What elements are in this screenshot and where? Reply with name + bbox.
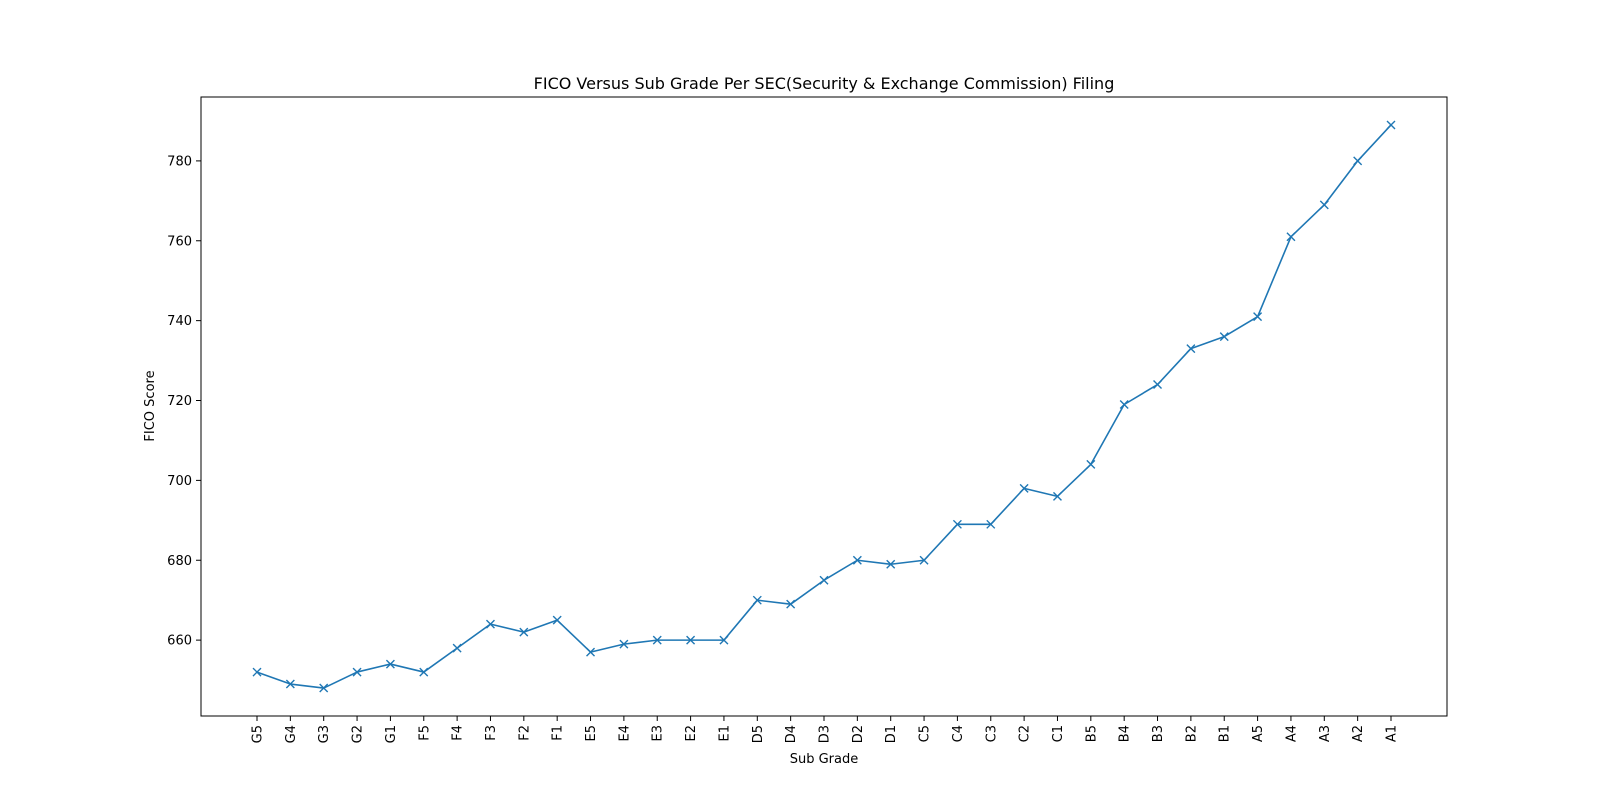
chart-title: FICO Versus Sub Grade Per SEC(Security &…: [534, 74, 1115, 93]
data-point-marker: [252, 667, 262, 677]
x-tick-label: F2: [517, 725, 532, 741]
x-tick-label: F1: [551, 725, 566, 741]
x-tick-label: B2: [1184, 725, 1199, 742]
x-tick-label: E2: [684, 725, 699, 742]
data-point-marker: [919, 555, 929, 565]
data-point-marker: [786, 599, 796, 609]
x-tick-label: B3: [1151, 725, 1166, 742]
x-tick-label: A1: [1385, 725, 1400, 742]
data-point-marker: [452, 643, 462, 653]
data-point-marker: [1186, 344, 1196, 354]
y-tick-label: 680: [167, 554, 192, 569]
x-axis: G5 G4 G3 G2 G1 F5 F4 F3 F2 F1 E5 E4 E3 E2 E1 D5 D4 D3 D2 D1…: [251, 716, 1400, 743]
x-tick-label: G2: [351, 725, 366, 743]
data-point-marker: [1286, 232, 1296, 242]
y-tick-label: 660: [167, 634, 192, 649]
data-point-marker: [752, 595, 762, 605]
x-tick-label: A5: [1251, 725, 1266, 742]
x-tick-label: D3: [818, 725, 833, 743]
data-point-marker: [719, 635, 729, 645]
data-point-marker: [419, 667, 429, 677]
x-tick-label: F4: [451, 725, 466, 741]
y-axis-label: FICO Score: [143, 370, 158, 441]
y-tick-label: 780: [167, 154, 192, 169]
y-tick-label: 720: [167, 394, 192, 409]
y-tick-label: 700: [167, 474, 192, 489]
data-point-marker: [385, 659, 395, 669]
data-point-marker: [1119, 400, 1129, 409]
x-tick-label: D2: [851, 725, 866, 743]
x-tick-label: C4: [951, 725, 966, 742]
data-point-marker: [285, 679, 295, 689]
data-point-marker: [852, 555, 862, 565]
x-tick-label: C2: [1018, 725, 1033, 742]
x-tick-label: C3: [984, 725, 999, 742]
x-tick-label: D4: [784, 725, 799, 743]
y-axis: 660 680 700 720 740 760 780: [167, 154, 201, 649]
data-point-marker: [1019, 483, 1029, 493]
data-point-marker: [1319, 200, 1329, 210]
x-tick-label: F5: [417, 725, 432, 741]
x-tick-label: F3: [484, 725, 499, 741]
data-point-marker: [519, 627, 529, 637]
data-point-marker: [886, 559, 896, 569]
x-tick-label: G1: [384, 725, 399, 743]
x-tick-label: A2: [1351, 725, 1366, 742]
x-tick-label: G5: [251, 725, 266, 743]
x-tick-label: C5: [918, 725, 933, 742]
x-tick-label: E1: [717, 725, 732, 742]
x-tick-label: B5: [1084, 725, 1099, 742]
data-point-marker: [652, 635, 662, 645]
x-tick-label: E5: [584, 725, 599, 742]
y-tick-label: 760: [167, 234, 192, 249]
data-point-marker: [952, 519, 962, 529]
data-point-marker: [1086, 459, 1096, 469]
data-point-marker: [1153, 380, 1163, 390]
x-tick-label: B4: [1118, 725, 1133, 742]
data-point-marker: [1386, 120, 1396, 130]
data-point-marker: [619, 639, 629, 649]
data-point-marker: [819, 575, 829, 585]
data-point-marker: [485, 619, 495, 629]
x-tick-label: G4: [284, 725, 299, 743]
data-point-marker: [1253, 312, 1263, 322]
data-point-marker: [1353, 156, 1363, 166]
x-tick-label: C1: [1051, 725, 1066, 742]
data-point-marker: [586, 647, 596, 657]
x-tick-label: A4: [1284, 725, 1299, 742]
y-tick-label: 740: [167, 314, 192, 329]
x-tick-label: G3: [317, 725, 332, 743]
x-tick-label: E4: [617, 725, 632, 742]
x-tick-label: D5: [751, 725, 766, 743]
data-point-marker: [352, 667, 362, 677]
x-tick-label: B1: [1218, 725, 1233, 742]
x-tick-label: A3: [1318, 725, 1333, 742]
data-point-marker: [1052, 491, 1062, 501]
series-markers: [252, 120, 1396, 693]
data-point-marker: [986, 519, 996, 529]
x-axis-label: Sub Grade: [790, 752, 859, 767]
data-point-marker: [1219, 332, 1229, 342]
x-tick-label: D1: [884, 725, 899, 743]
data-point-marker: [319, 683, 329, 693]
series-line: [256, 124, 1392, 689]
x-tick-label: E3: [651, 725, 666, 742]
plot-frame: [200, 96, 1448, 717]
data-point-marker: [686, 635, 696, 645]
data-point-marker: [552, 615, 562, 625]
